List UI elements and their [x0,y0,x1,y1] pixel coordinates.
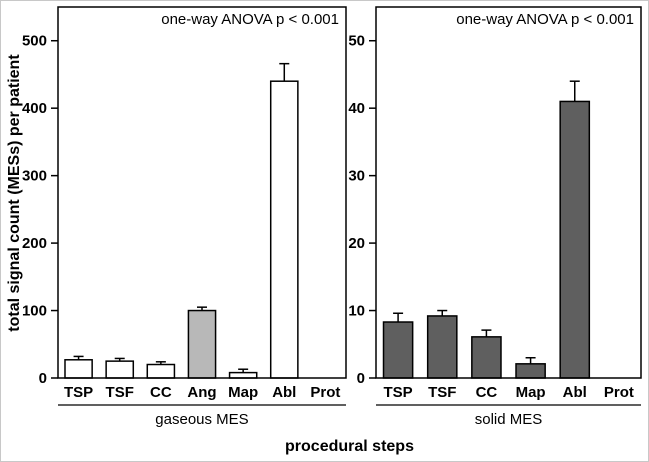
y-tick-label: 0 [357,370,365,387]
y-tick-label: 40 [348,100,365,117]
bar-tsf [105,360,135,379]
category-label-tsf: TSF [106,384,134,401]
bar-cc [146,363,176,379]
bar-tsp [382,321,414,379]
bar-tsp [64,359,93,379]
y-tick-label: 50 [348,33,365,50]
panel-label-solid-mes: solid MES [474,411,543,428]
bar-abl [269,80,299,379]
y-axis-label: total signal count (MESs) per patient [6,54,23,332]
panel-label-gaseous-mes: gaseous MES [155,411,249,428]
bar-ang [187,309,217,379]
y-tick-label: 20 [348,235,365,252]
category-label-tsp: TSP [64,384,93,401]
category-label-prot: Prot [604,384,634,401]
category-label-abl: Abl [272,384,296,401]
y-tick-label: 30 [348,168,365,185]
bar-cc [471,336,502,379]
y-tick-label: 100 [22,303,47,320]
anova-annotation-solid: one-way ANOVA p < 0.001 [456,11,634,28]
plot-box [375,6,642,379]
category-label-tsf: TSF [428,384,456,401]
category-label-abl: Abl [563,384,587,401]
y-tick-label: 200 [22,235,47,252]
y-tick-label: 500 [22,33,47,50]
bar-abl [559,100,591,379]
anova-annotation-gaseous: one-way ANOVA p < 0.001 [161,11,339,28]
y-tick-label: 300 [22,168,47,185]
x-axis-label: procedural steps [285,438,414,455]
y-tick-label: 400 [22,100,47,117]
y-tick-label: 10 [348,303,365,320]
category-label-tsp: TSP [383,384,412,401]
y-tick-label: 0 [39,370,47,387]
category-label-cc: CC [476,384,498,401]
bar-map [515,363,546,379]
plot-box [57,6,347,379]
bar-tsf [426,315,458,379]
category-label-map: Map [228,384,258,401]
category-label-map: Map [516,384,546,401]
category-label-cc: CC [150,384,172,401]
bar-map [228,371,258,379]
category-label-ang: Ang [187,384,216,401]
category-label-prot: Prot [310,384,340,401]
